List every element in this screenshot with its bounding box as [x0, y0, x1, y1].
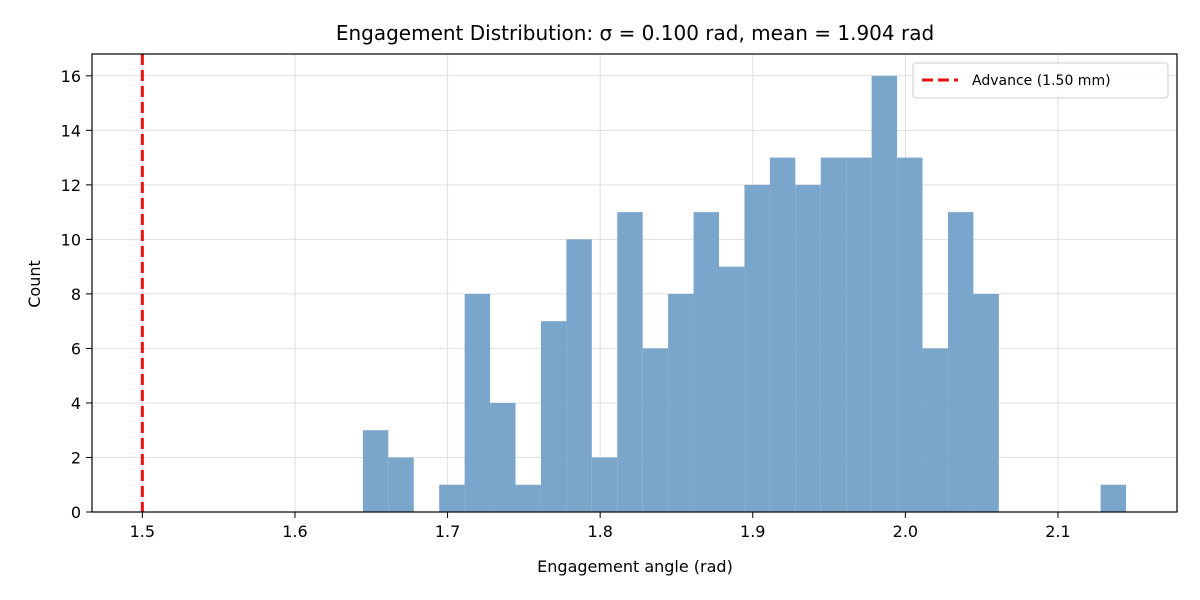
x-tick-label: 1.6	[282, 522, 307, 541]
x-tick-label: 1.5	[130, 522, 155, 541]
legend: Advance (1.50 mm)	[912, 62, 1169, 99]
histogram-bar	[769, 157, 796, 512]
histogram-bar	[464, 293, 491, 512]
x-tick-label: 2.0	[893, 522, 918, 541]
chart-title: Engagement Distribution: σ = 0.100 rad, …	[336, 21, 934, 45]
histogram-bar	[693, 212, 720, 512]
histogram-bar	[617, 212, 643, 512]
histogram-bar	[820, 157, 847, 512]
histogram-bar	[973, 293, 999, 512]
x-tick-label: 1.7	[435, 522, 460, 541]
plot-frame	[91, 53, 1178, 513]
histogram-bar	[540, 321, 567, 512]
histogram-bars	[362, 75, 1127, 513]
histogram-bar	[490, 402, 516, 512]
histogram-bar	[871, 75, 898, 513]
histogram-bar	[719, 266, 745, 512]
y-tick-label: 12	[61, 176, 81, 195]
histogram-bar	[922, 348, 948, 512]
histogram-bar	[515, 484, 541, 512]
y-tick-label: 2	[71, 448, 81, 467]
y-tick-label: 4	[71, 394, 81, 413]
y-tick-label: 10	[61, 230, 81, 249]
histogram-bar	[668, 293, 694, 512]
histogram-bar	[744, 184, 770, 512]
x-tick-label: 1.9	[740, 522, 765, 541]
histogram-bar	[439, 484, 465, 512]
y-tick-label: 0	[71, 503, 81, 522]
legend-box	[912, 62, 1169, 99]
y-tick-label: 6	[71, 339, 81, 358]
x-tick-label: 2.1	[1045, 522, 1070, 541]
y-tick-label: 14	[61, 121, 81, 140]
histogram-bar	[388, 457, 414, 512]
y-tick-label: 16	[61, 67, 81, 86]
legend-entry-advance: Advance (1.50 mm)	[972, 73, 1111, 89]
y-axis-title: Count	[25, 260, 44, 308]
histogram-bar	[1100, 484, 1127, 512]
histogram-bar	[795, 184, 821, 512]
y-axis-ticks: 0 2 4 6 8 10 12 14 16	[61, 67, 92, 522]
histogram-bar	[642, 348, 669, 512]
y-tick-label: 8	[71, 285, 81, 304]
histogram-bar	[947, 212, 974, 512]
x-axis-ticks: 1.5 1.6 1.7 1.8 1.9 2.0 2.1	[130, 512, 1071, 541]
histogram-bar	[362, 430, 389, 512]
histogram-bar	[897, 157, 923, 512]
x-tick-label: 1.8	[587, 522, 612, 541]
x-axis-title: Engagement angle (rad)	[537, 557, 733, 576]
histogram-bar	[846, 157, 872, 512]
histogram-bar	[566, 239, 592, 512]
histogram-bar	[591, 457, 618, 512]
